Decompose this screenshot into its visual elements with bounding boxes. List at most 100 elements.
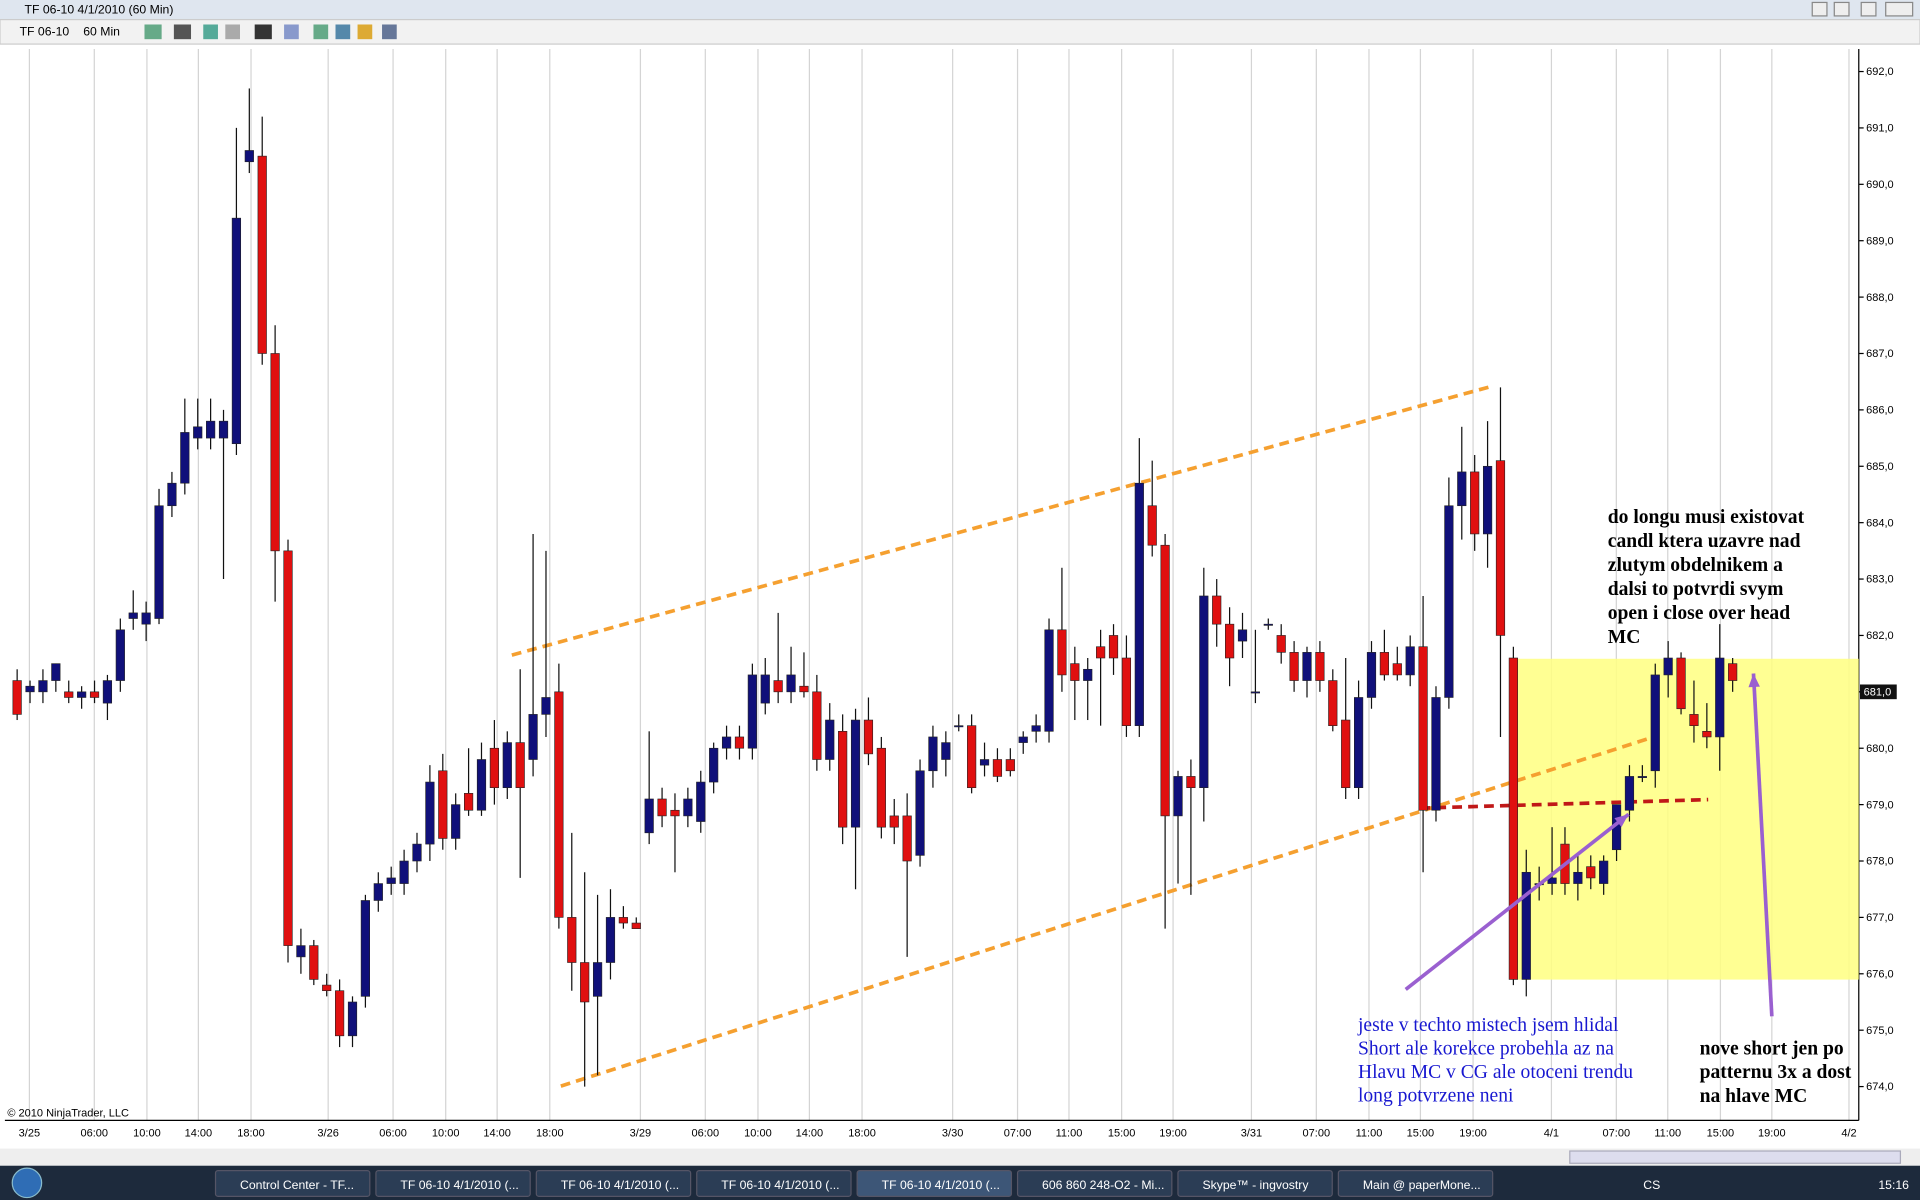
- taskbar-button[interactable]: [1177, 1170, 1333, 1197]
- taskbar-button-label[interactable]: 606 860 248-O2 - Mi...: [1042, 1178, 1164, 1192]
- scrollbar[interactable]: [0, 1148, 1920, 1166]
- candle-body: [412, 843, 422, 862]
- taskbar-button[interactable]: [535, 1170, 692, 1197]
- interval-selector[interactable]: 60 Min: [83, 25, 120, 39]
- candle-body: [1663, 657, 1673, 676]
- last-price-box: [1860, 684, 1897, 700]
- candle-body: [1083, 668, 1093, 681]
- x-tick-label: 18:00: [848, 1127, 876, 1139]
- taskbar-button[interactable]: [214, 1170, 371, 1197]
- arrow: [1751, 673, 1774, 1017]
- taskbar-button[interactable]: [375, 1170, 531, 1197]
- candle-body: [1650, 674, 1660, 772]
- clock: 15:16: [1878, 1178, 1909, 1192]
- x-tick-label: 15:00: [1707, 1127, 1735, 1139]
- candle-body: [1315, 652, 1325, 681]
- candle-body: [1547, 877, 1557, 884]
- candle-body: [1495, 460, 1506, 636]
- candle-body: [1457, 471, 1467, 507]
- candle-body: [464, 793, 474, 811]
- x-tick-label: 19:00: [1459, 1127, 1487, 1139]
- candle-body: [38, 680, 48, 693]
- annotation-line: Short ale korekce probehla az na: [1358, 1039, 1614, 1060]
- annotation-line: MC: [1608, 627, 1641, 648]
- x-tick-label: 11:00: [1056, 1127, 1083, 1139]
- candle-body: [721, 736, 732, 749]
- candle-body: [193, 426, 203, 439]
- x-tick-label: 06:00: [692, 1127, 720, 1139]
- taskbar-button-label[interactable]: Main @ paperMone...: [1363, 1178, 1481, 1192]
- candle-body: [747, 674, 757, 749]
- candle-body: [25, 685, 35, 693]
- candle-body: [1431, 697, 1441, 811]
- taskbar-button-label[interactable]: TF 06-10 4/1/2010 (...: [721, 1178, 839, 1192]
- trend-line: [511, 383, 1495, 657]
- x-tick-label: 3/25: [19, 1127, 40, 1139]
- plot-area: 3/25 06:00 10:00 14:00 18:00 3/26 06:00 10:00 14…: [4, 48, 1897, 1139]
- candle-body: [1147, 505, 1157, 546]
- taskbar-button[interactable]: [696, 1170, 852, 1197]
- x-tick-label: 06:00: [379, 1127, 407, 1139]
- y-tick-label: 676,0: [1866, 968, 1894, 980]
- taskbar-button-label[interactable]: TF 06-10 4/1/2010 (...: [561, 1178, 679, 1192]
- x-tick-label: 10:00: [432, 1127, 460, 1139]
- candle-body: [1186, 776, 1196, 789]
- title-bar: [0, 0, 1920, 20]
- annotation-line: open i close over head: [1608, 603, 1790, 624]
- candle-body: [696, 781, 706, 822]
- x-tick-label: 10:00: [133, 1127, 161, 1139]
- instrument-selector[interactable]: TF 06-10: [20, 25, 70, 39]
- window-buttons[interactable]: [1811, 1, 1914, 17]
- candle-body: [451, 804, 461, 839]
- toolbar-icons[interactable]: [144, 24, 397, 40]
- candle-body: [1096, 646, 1106, 659]
- candle-body: [1702, 731, 1712, 738]
- start-button[interactable]: [11, 1167, 43, 1199]
- candle-body: [1044, 629, 1054, 732]
- x-tick-label: 07:00: [1603, 1127, 1631, 1139]
- taskbar-button-label[interactable]: TF 06-10 4/1/2010 (...: [400, 1178, 518, 1192]
- candle-body: [386, 877, 396, 884]
- x-tick-label: 15:00: [1108, 1127, 1136, 1139]
- scroll-thumb[interactable]: [1569, 1150, 1902, 1164]
- candle-body: [850, 719, 861, 828]
- candle-body: [670, 809, 680, 817]
- y-tick-label: 691,0: [1866, 123, 1894, 135]
- trend-line: [1420, 797, 1709, 810]
- x-tick-label: 18:00: [536, 1127, 564, 1139]
- taskbar-button[interactable]: [1337, 1170, 1494, 1197]
- candle-body: [1225, 623, 1235, 659]
- candle-body: [167, 482, 177, 507]
- x-tick-label: 10:00: [744, 1127, 772, 1139]
- taskbar-button-label[interactable]: TF 06-10 4/1/2010 (...: [882, 1178, 1000, 1192]
- taskbar-button[interactable]: [1016, 1170, 1173, 1197]
- taskbar-button-label[interactable]: Skype™ - ingvostry: [1202, 1178, 1309, 1192]
- arrow-head: [1614, 814, 1629, 828]
- x-tick-label: 14:00: [185, 1127, 213, 1139]
- candle-body: [1586, 866, 1596, 879]
- candle-body: [876, 747, 886, 828]
- arrow-head: [1748, 673, 1760, 688]
- y-tick-label: 674,0: [1866, 1081, 1894, 1093]
- y-tick-label: 679,0: [1866, 799, 1894, 811]
- x-tick-label: 14:00: [483, 1127, 511, 1139]
- candle-body: [760, 674, 770, 704]
- candle-body: [1676, 657, 1686, 710]
- candle-body: [347, 1001, 358, 1037]
- candle-body: [502, 742, 512, 789]
- y-tick-label: 677,0: [1866, 912, 1894, 924]
- y-tick-label: 683,0: [1866, 574, 1894, 586]
- annotation-line: nove short jen po: [1700, 1038, 1844, 1059]
- y-tick-label: 688,0: [1866, 292, 1894, 304]
- candle-body: [12, 680, 22, 715]
- taskbar-button-label[interactable]: Control Center - TF...: [240, 1178, 354, 1192]
- candle-body: [644, 798, 654, 834]
- candle-body: [605, 917, 616, 963]
- y-tick-label: 685,0: [1866, 461, 1894, 473]
- candle-body: [889, 815, 899, 828]
- annotation-line: patternu 3x a dost: [1700, 1062, 1852, 1083]
- taskbar-button[interactable]: [856, 1170, 1013, 1197]
- candle-body: [1470, 471, 1480, 535]
- candle-body: [1121, 657, 1132, 726]
